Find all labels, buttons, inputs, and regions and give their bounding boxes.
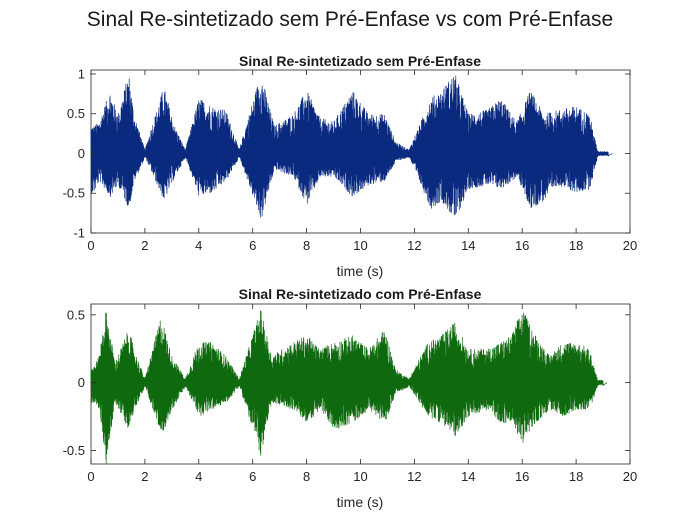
x-tick-label: 8 bbox=[303, 238, 310, 253]
x-tick-label: 14 bbox=[461, 238, 475, 253]
subplot-top: Sinal Re-sintetizado sem Pré-Enfase 0 2 4 6… bbox=[63, 53, 638, 279]
subplot-top-plot-area: 0 2 4 6 8 10 12 14 16 18 20 -1 -0.5 0 0.5 1 bbox=[63, 66, 638, 253]
x-tick-label: 10 bbox=[353, 238, 367, 253]
y-tick-label: 1 bbox=[78, 66, 85, 81]
figure-title: Sinal Re-sintetizado sem Pré-Enfase vs c… bbox=[86, 8, 614, 31]
x-tick-label: 8 bbox=[303, 469, 310, 484]
x-tick-label: 0 bbox=[87, 469, 94, 484]
x-tick-label: 2 bbox=[141, 238, 148, 253]
x-tick-label: 16 bbox=[515, 238, 529, 253]
x-tick-label: 0 bbox=[87, 238, 94, 253]
subplot-bottom-plot-area: 0 2 4 6 8 10 12 14 16 18 20-0.500.5 bbox=[63, 303, 637, 484]
x-tick-label: 16 bbox=[515, 469, 529, 484]
x-tick-label: 12 bbox=[407, 469, 421, 484]
y-tick-label: -0.5 bbox=[63, 186, 85, 201]
x-tick-label: 18 bbox=[569, 238, 583, 253]
subplot-top-xlabel: time (s) bbox=[337, 263, 384, 279]
x-tick-label: 20 bbox=[623, 469, 637, 484]
x-tick-label: 14 bbox=[461, 469, 475, 484]
x-tick-label: 6 bbox=[249, 469, 256, 484]
y-tick-label: -0.5 bbox=[63, 443, 85, 458]
x-tick-label: 12 bbox=[407, 238, 421, 253]
x-tick-label: 4 bbox=[195, 238, 202, 253]
x-tick-label: 4 bbox=[195, 469, 202, 484]
x-tick-label: 6 bbox=[249, 238, 256, 253]
y-tick-label: 0.5 bbox=[67, 307, 85, 322]
y-tick-label: 0 bbox=[78, 146, 85, 161]
waveform-series bbox=[90, 75, 613, 218]
subplot-bottom-title: Sinal Re-sintetizado com Pré-Enfase bbox=[239, 286, 482, 302]
x-tick-label: 18 bbox=[569, 469, 583, 484]
subplot-top-title: Sinal Re-sintetizado sem Pré-Enfase bbox=[239, 53, 481, 69]
y-tick-label: -1 bbox=[73, 226, 85, 241]
subplot-bottom: Sinal Re-sintetizado com Pré-Enfase 0 2 4 6… bbox=[63, 286, 638, 510]
y-tick-label: 0.5 bbox=[67, 106, 85, 121]
x-tick-label: 2 bbox=[141, 469, 148, 484]
y-tick-label: 0 bbox=[78, 375, 85, 390]
x-tick-label: 20 bbox=[623, 238, 637, 253]
waveform-series bbox=[90, 310, 608, 464]
x-tick-label: 10 bbox=[353, 469, 367, 484]
subplot-bottom-xlabel: time (s) bbox=[337, 494, 384, 510]
